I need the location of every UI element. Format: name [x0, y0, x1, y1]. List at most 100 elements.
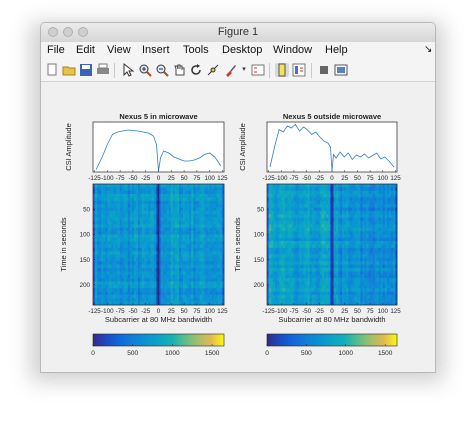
- heatmap-cell: [95, 271, 98, 276]
- heatmap-cell: [305, 187, 308, 192]
- heatmap-cell: [388, 291, 392, 296]
- zoom-in-icon[interactable]: [138, 63, 152, 77]
- heatmap-cell: [150, 278, 153, 282]
- heatmap-cell: [219, 231, 223, 235]
- heatmap-cell: [271, 284, 274, 289]
- heatmap-cell: [303, 231, 306, 235]
- rotate-icon[interactable]: [189, 63, 203, 77]
- heatmap-cell: [144, 237, 147, 242]
- heatmap-cell: [191, 231, 194, 235]
- close-window-button[interactable]: [48, 27, 58, 37]
- heatmap-cell: [123, 184, 127, 188]
- heatmap-cell: [101, 261, 104, 265]
- colorbar-icon[interactable]: [275, 63, 289, 77]
- heatmap-cell: [271, 227, 274, 232]
- heatmap-cell: [162, 278, 165, 282]
- heatmap-cell: [338, 298, 341, 302]
- heatmap-cell: [267, 271, 270, 276]
- heatmap-cell: [131, 184, 135, 188]
- heatmap-cell: [350, 204, 353, 208]
- heatmap-cell: [160, 257, 163, 262]
- heatmap-cell: [201, 184, 204, 188]
- heatmap-cell: [327, 247, 331, 252]
- heatmap-cell: [170, 187, 174, 192]
- heatmap-cell: [158, 261, 161, 265]
- pointer-icon[interactable]: [121, 62, 135, 77]
- print-icon[interactable]: [96, 63, 110, 77]
- hide-plot-tools-icon[interactable]: [317, 63, 331, 77]
- heatmap-cell: [297, 227, 300, 232]
- heatmap-cell: [354, 207, 357, 212]
- heatmap-cell: [378, 234, 382, 239]
- heatmap-cell: [317, 274, 321, 279]
- heatmap-cell: [138, 237, 141, 242]
- menu-edit[interactable]: Edit: [76, 44, 95, 56]
- menu-desktop[interactable]: Desktop: [222, 44, 263, 56]
- open-file-icon[interactable]: [62, 63, 76, 77]
- heatmap-cell: [374, 184, 377, 188]
- heatmap-cell: [327, 278, 331, 282]
- heatmap-cell: [348, 227, 351, 232]
- dock-arrow-icon[interactable]: ↘: [424, 44, 433, 55]
- heatmap-cell: [360, 294, 363, 299]
- legend-icon[interactable]: [251, 63, 265, 77]
- title-bar[interactable]: Figure 1: [41, 23, 435, 43]
- heatmap-cell: [305, 291, 308, 296]
- menu-file[interactable]: File: [47, 44, 65, 56]
- heatmap-cell: [315, 301, 319, 306]
- new-figure-icon[interactable]: [45, 63, 59, 77]
- heatmap-cell: [156, 274, 159, 279]
- heatmap-cell: [362, 194, 365, 198]
- zoom-window-button[interactable]: [78, 27, 88, 37]
- heatmap-cell: [174, 261, 178, 265]
- brush-dropdown-icon[interactable]: ▾: [242, 66, 246, 73]
- menu-tools[interactable]: Tools: [183, 44, 209, 56]
- heatmap-cell: [291, 204, 294, 208]
- heatmap-cell: [275, 187, 278, 192]
- heatmap-cell: [315, 264, 319, 269]
- heatmap-cell: [376, 190, 380, 195]
- heatmap-cell: [287, 294, 290, 299]
- heatmap-cell: [187, 261, 190, 265]
- heatmap-cell: [340, 261, 343, 265]
- heatmap-cell: [283, 237, 286, 242]
- heatmap-cell: [354, 234, 357, 239]
- heatmap-cell: [336, 204, 339, 208]
- heatmap-cell: [332, 301, 335, 306]
- zoom-out-icon[interactable]: [155, 63, 169, 77]
- line-plot-xtick-label: 25: [341, 175, 348, 182]
- heatmap-cell: [287, 254, 290, 259]
- heatmap-cell: [319, 288, 323, 292]
- heatmap-cell: [267, 254, 270, 259]
- heatmap-cell: [374, 298, 377, 302]
- heatmap-cell: [297, 278, 300, 282]
- heatmap-cell: [111, 200, 114, 205]
- heatmap-cell: [138, 284, 141, 289]
- heatmap-cell: [97, 257, 100, 262]
- menu-insert[interactable]: Insert: [142, 44, 170, 56]
- save-icon[interactable]: [79, 63, 93, 77]
- show-plot-tools-icon[interactable]: [334, 63, 348, 77]
- menu-view[interactable]: View: [107, 44, 131, 56]
- heatmap-cell: [211, 298, 215, 302]
- heatmap-cell: [384, 234, 388, 239]
- heatmap-cell: [370, 247, 373, 252]
- heatmap-cell: [103, 237, 106, 242]
- menu-window[interactable]: Window: [273, 44, 313, 56]
- heatmap-cell: [376, 220, 380, 225]
- heatmap-cell: [297, 274, 300, 279]
- heatmap-cell: [125, 268, 129, 272]
- heatmap-cell: [119, 268, 122, 272]
- line-plot-xtick-label: 125: [217, 175, 228, 182]
- heatmap-cell: [329, 281, 333, 286]
- pan-icon[interactable]: [172, 63, 186, 77]
- heatmap-cell: [162, 210, 165, 215]
- heatmap-cell: [146, 281, 149, 286]
- menu-help[interactable]: Help: [325, 44, 348, 56]
- insert-colorbar-icon[interactable]: [292, 63, 306, 77]
- data-cursor-icon[interactable]: [206, 63, 220, 77]
- heatmap-cell: [97, 194, 100, 198]
- brush-icon[interactable]: [223, 63, 237, 77]
- minimize-window-button[interactable]: [63, 27, 73, 37]
- heatmap-cell: [309, 187, 312, 192]
